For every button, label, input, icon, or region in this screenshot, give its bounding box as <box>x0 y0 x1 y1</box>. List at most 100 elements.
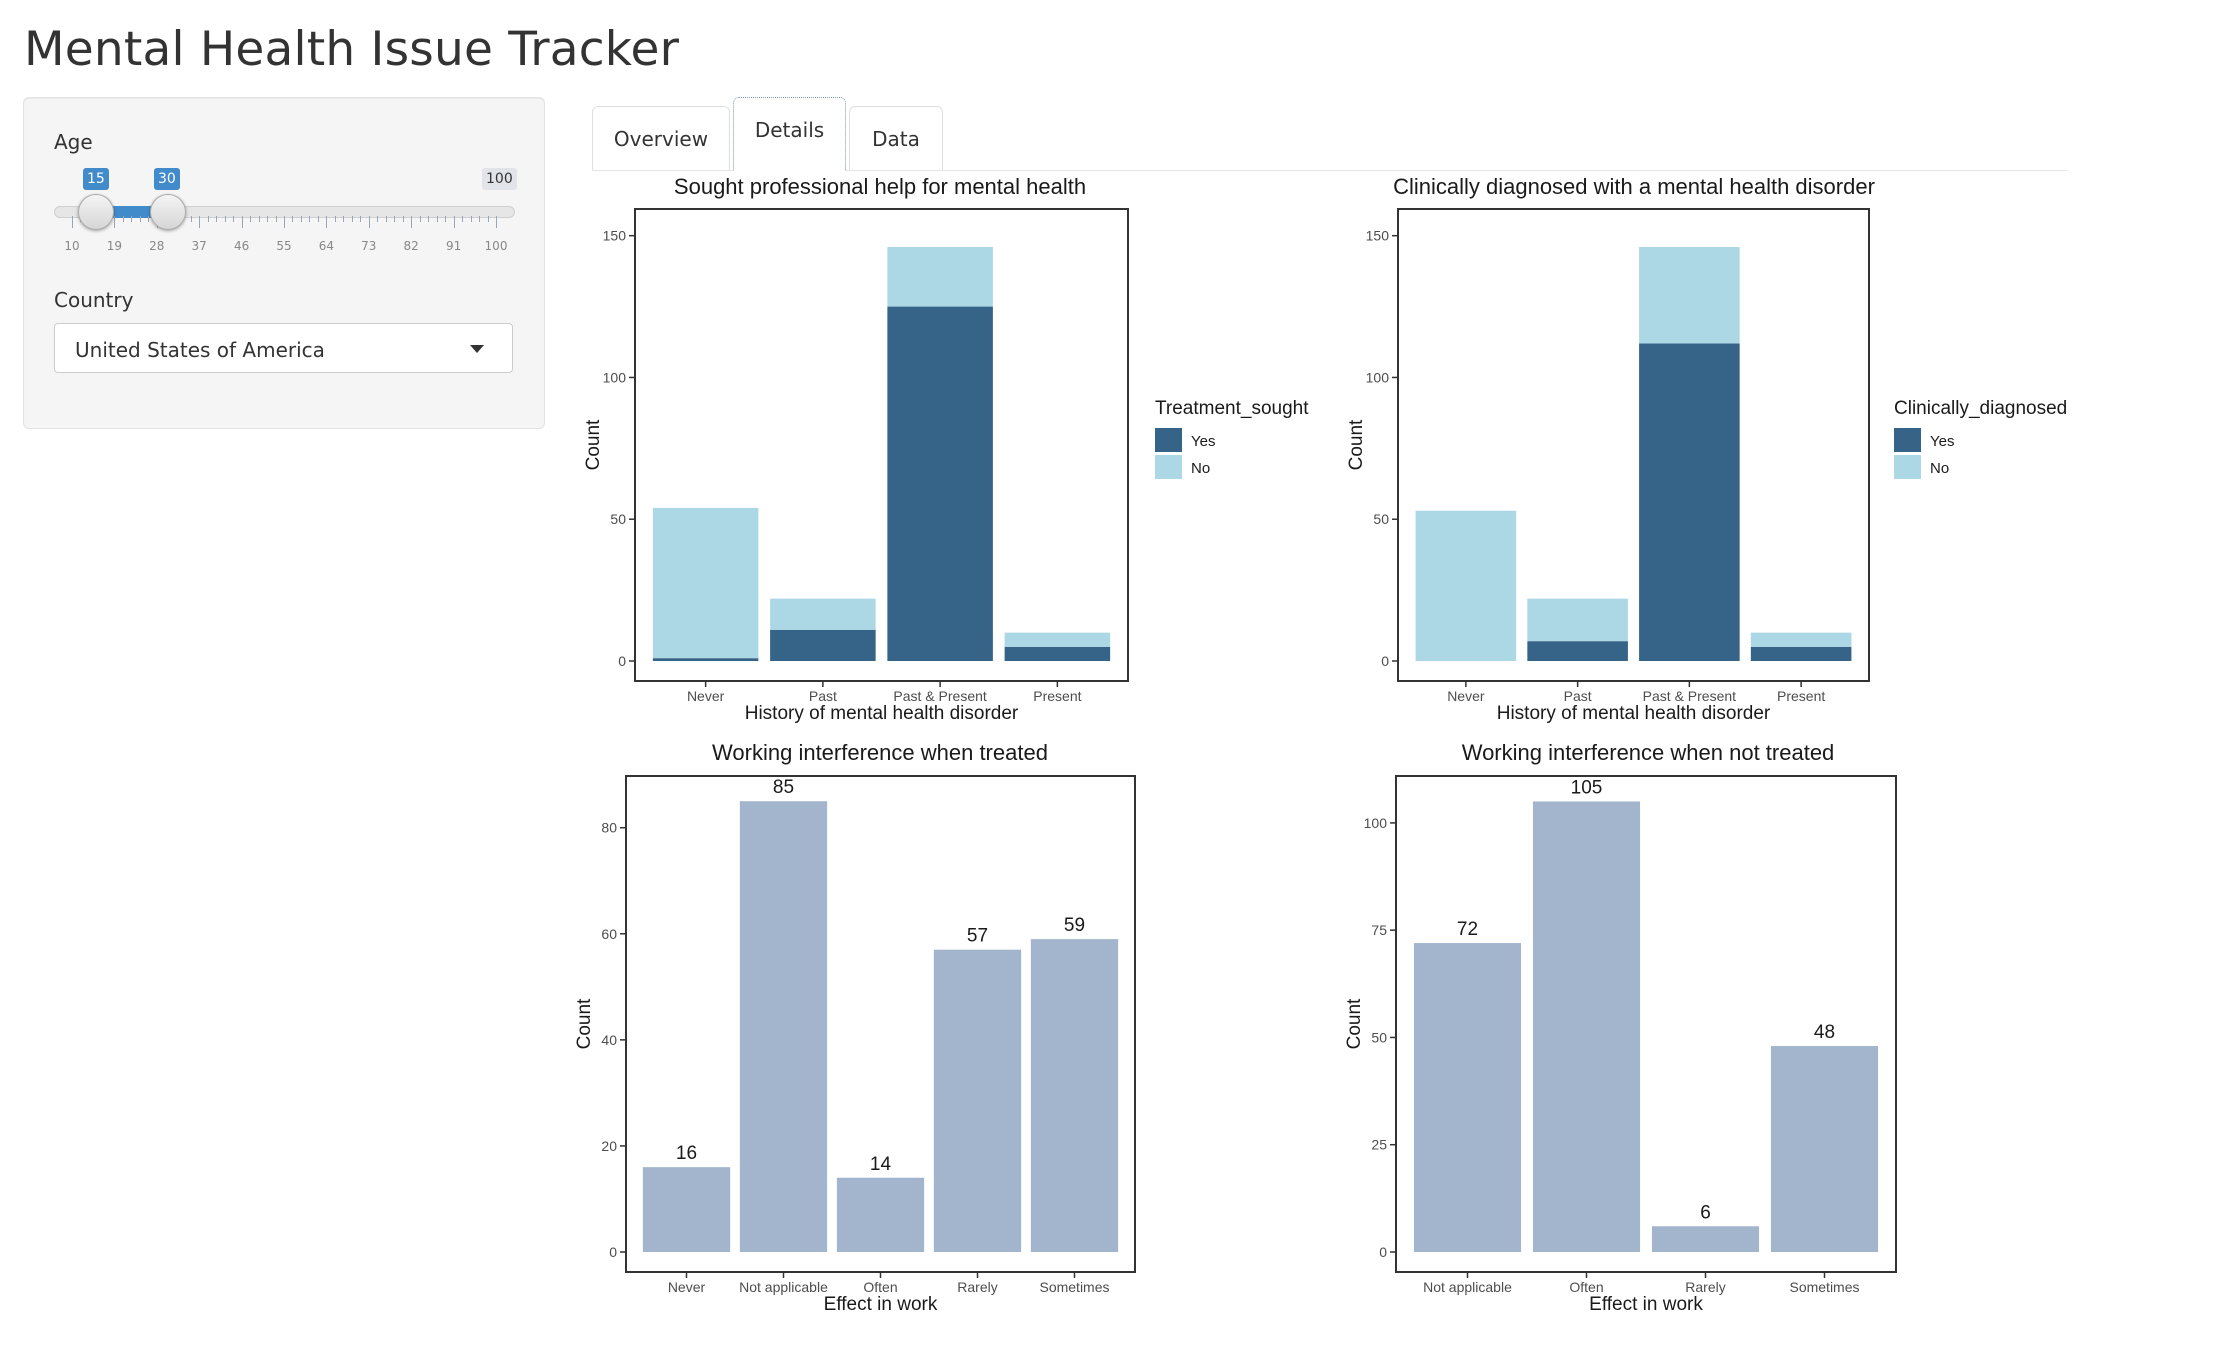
tab-data-label: Data <box>872 127 920 151</box>
y-tick-label: 25 <box>1371 1137 1387 1153</box>
slider-tick-label: 10 <box>64 239 80 253</box>
chart-title: Working interference when not treated <box>1462 740 1835 765</box>
slider-minor-tick <box>445 216 447 222</box>
x-tick-label: Sometimes <box>1789 1279 1859 1295</box>
y-tick-label: 0 <box>1379 1244 1387 1260</box>
legend-key-yes <box>1894 428 1921 452</box>
x-tick-label: Never <box>1447 688 1485 704</box>
bar <box>1532 801 1641 1252</box>
y-tick-label: 75 <box>1371 922 1387 938</box>
y-tick-label: 150 <box>1366 228 1390 244</box>
slider-minor-tick <box>258 216 260 222</box>
bar <box>836 1177 925 1252</box>
slider-minor-tick <box>402 216 404 222</box>
y-tick-label: 20 <box>601 1138 617 1154</box>
slider-major-tick <box>241 216 243 228</box>
bar-segment-yes <box>887 306 993 661</box>
bar-segment-yes <box>652 658 759 661</box>
y-tick-label: 100 <box>1366 369 1390 385</box>
y-tick-label: 50 <box>1371 1029 1387 1045</box>
bar-data-label: 16 <box>676 1143 697 1164</box>
tab-data[interactable]: Data <box>849 106 943 170</box>
y-tick-label: 150 <box>603 228 627 244</box>
country-select-value: United States of America <box>75 338 325 362</box>
sidebar-panel <box>23 97 545 429</box>
x-tick-label: Often <box>1569 1279 1603 1295</box>
slider-minor-tick <box>250 216 252 222</box>
x-tick-label: Past & Present <box>893 688 986 704</box>
legend-label: No <box>1930 460 1949 477</box>
age-slider-min-value: 15 <box>83 168 109 190</box>
bar-data-label: 85 <box>773 777 794 798</box>
x-tick-label: Sometimes <box>1039 1279 1109 1295</box>
bar-segment-no <box>1527 598 1628 642</box>
legend-label: Yes <box>1930 433 1954 450</box>
slider-minor-tick <box>131 216 133 222</box>
bar-data-label: 48 <box>1814 1022 1835 1043</box>
slider-tick-label: 55 <box>276 239 292 253</box>
y-axis-title: Count <box>1344 998 1365 1049</box>
country-select[interactable]: United States of America <box>54 323 513 373</box>
bar-data-label: 14 <box>870 1154 892 1175</box>
bar-segment-no <box>1750 632 1852 647</box>
bar-data-label: 59 <box>1064 915 1085 936</box>
legend-key-yes <box>1155 428 1182 452</box>
bar-data-label: 105 <box>1571 777 1603 798</box>
slider-minor-tick <box>428 216 430 222</box>
bar-segment-yes <box>1639 343 1740 661</box>
slider-minor-tick <box>216 216 218 222</box>
bar-data-label: 72 <box>1457 919 1478 940</box>
slider-minor-tick <box>148 216 150 222</box>
slider-minor-tick <box>207 216 209 222</box>
age-slider-range-max: 100 <box>482 168 517 190</box>
chart-title: Working interference when treated <box>712 740 1048 765</box>
x-tick-label: Past & Present <box>1643 688 1736 704</box>
x-tick-label: Not applicable <box>739 1279 828 1295</box>
slider-minor-tick <box>275 216 277 222</box>
tab-details[interactable]: Details <box>733 97 846 171</box>
y-axis-title: Count <box>583 419 604 470</box>
bar-segment-yes <box>1004 646 1111 661</box>
bar <box>1030 939 1119 1252</box>
slider-major-tick <box>199 216 201 228</box>
slider-tick-label: 46 <box>233 239 250 253</box>
bar-segment-no <box>1415 510 1517 661</box>
y-tick-label: 80 <box>601 820 617 836</box>
y-tick-label: 100 <box>603 369 627 385</box>
legend-title: Treatment_sought <box>1155 398 1309 419</box>
bar <box>933 949 1022 1252</box>
slider-tick-label: 37 <box>191 239 207 253</box>
age-slider-max-handle[interactable] <box>150 194 186 230</box>
slider-major-tick <box>453 216 455 228</box>
y-axis-title: Count <box>1346 419 1367 470</box>
slider-major-tick <box>368 216 370 228</box>
bar-segment-yes <box>1527 641 1628 661</box>
slider-minor-tick <box>300 216 302 222</box>
y-tick-label: 100 <box>1364 815 1388 831</box>
bar-segment-yes <box>770 629 876 661</box>
bar-data-label: 57 <box>967 926 988 947</box>
slider-major-tick <box>114 216 116 228</box>
slider-minor-tick <box>317 216 319 222</box>
legend-title: Clinically_diagnosed <box>1894 398 2067 419</box>
age-slider-max-value: 30 <box>154 168 180 190</box>
x-tick-label: Never <box>668 1279 706 1295</box>
legend-label: Yes <box>1191 433 1215 450</box>
chevron-down-icon[interactable] <box>470 345 484 353</box>
slider-tick-label: 28 <box>149 239 165 253</box>
tab-overview[interactable]: Overview <box>592 106 730 170</box>
y-tick-label: 0 <box>609 1244 617 1260</box>
x-tick-label: Past <box>1564 688 1592 704</box>
bar <box>642 1167 731 1252</box>
age-slider-min-handle[interactable] <box>78 194 114 230</box>
slider-minor-tick <box>462 216 464 222</box>
bar <box>1651 1226 1760 1252</box>
x-tick-label: Often <box>863 1279 897 1295</box>
slider-minor-tick <box>419 216 421 222</box>
legend-key-no <box>1155 455 1182 479</box>
x-tick-label: Past <box>809 688 837 704</box>
bar-data-label: 6 <box>1700 1202 1711 1223</box>
slider-minor-tick <box>233 216 235 222</box>
y-tick-label: 0 <box>1381 653 1389 669</box>
slider-minor-tick <box>377 216 379 222</box>
